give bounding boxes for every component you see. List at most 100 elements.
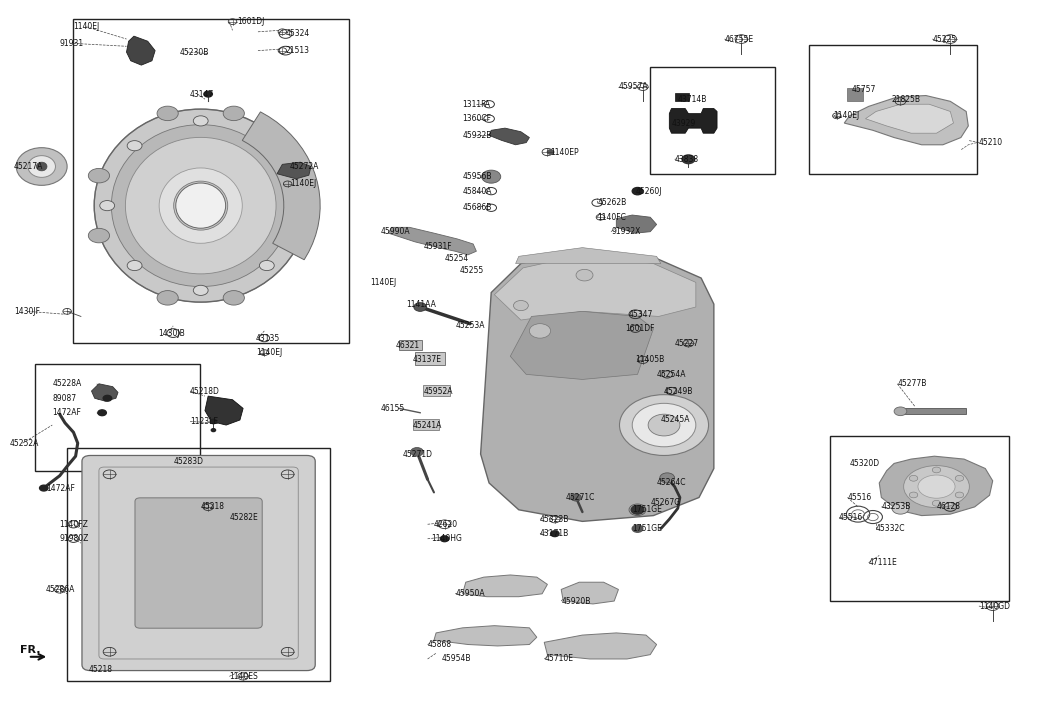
Text: 45271D: 45271D	[402, 449, 433, 459]
Text: 43135: 43135	[256, 334, 280, 342]
Ellipse shape	[918, 475, 955, 498]
Text: 45686B: 45686B	[462, 204, 492, 212]
Bar	[675, 92, 690, 101]
Text: 45272A: 45272A	[290, 162, 319, 171]
Circle shape	[932, 467, 941, 473]
Text: 45228A: 45228A	[52, 379, 82, 388]
Polygon shape	[510, 311, 654, 379]
FancyBboxPatch shape	[135, 498, 263, 628]
Text: 1601DJ: 1601DJ	[237, 17, 264, 26]
Text: 1430JB: 1430JB	[158, 329, 185, 337]
Text: 1140FZ: 1140FZ	[60, 520, 88, 529]
Text: 45230B: 45230B	[180, 47, 209, 57]
Text: 1472AF: 1472AF	[46, 483, 74, 493]
Text: 1360CF: 1360CF	[462, 114, 491, 123]
Circle shape	[157, 291, 179, 305]
Text: 43171B: 43171B	[540, 529, 569, 538]
Circle shape	[482, 170, 501, 183]
Text: 45516: 45516	[839, 513, 863, 521]
Polygon shape	[844, 95, 968, 145]
Bar	[399, 340, 422, 350]
Text: 45254: 45254	[444, 254, 469, 263]
Circle shape	[410, 448, 423, 457]
Bar	[415, 352, 444, 365]
Text: 45932B: 45932B	[462, 131, 492, 140]
Circle shape	[259, 140, 274, 150]
Circle shape	[88, 228, 109, 243]
Circle shape	[128, 140, 142, 150]
Text: 45241A: 45241A	[412, 420, 442, 430]
Text: 1472AF: 1472AF	[52, 409, 81, 417]
Polygon shape	[388, 228, 476, 255]
Circle shape	[204, 91, 213, 97]
Circle shape	[440, 536, 449, 542]
Bar	[830, 436, 1009, 601]
Bar	[651, 67, 775, 174]
Circle shape	[547, 150, 554, 154]
Circle shape	[576, 269, 593, 281]
Text: 46321: 46321	[395, 341, 420, 350]
Text: 46155: 46155	[381, 404, 405, 413]
Circle shape	[648, 414, 680, 436]
Text: FR.: FR.	[20, 645, 41, 654]
Text: 45254A: 45254A	[657, 370, 686, 379]
Text: 43929: 43929	[672, 119, 695, 127]
Text: 1140EJ: 1140EJ	[256, 348, 282, 357]
Circle shape	[103, 395, 112, 401]
Ellipse shape	[125, 137, 276, 274]
Text: 45260J: 45260J	[636, 187, 662, 196]
Polygon shape	[879, 457, 993, 515]
Circle shape	[892, 502, 909, 514]
Text: 43137E: 43137E	[412, 356, 442, 364]
Circle shape	[909, 475, 917, 481]
FancyBboxPatch shape	[82, 456, 316, 670]
Polygon shape	[544, 633, 657, 659]
Text: 1140EJ: 1140EJ	[290, 180, 316, 188]
Polygon shape	[494, 255, 696, 320]
Text: 45323B: 45323B	[540, 515, 570, 523]
Text: 45990A: 45990A	[381, 228, 410, 236]
Circle shape	[632, 525, 643, 532]
Text: 45952A: 45952A	[423, 387, 453, 395]
Text: 1140EJ: 1140EJ	[833, 111, 860, 120]
Text: 45516: 45516	[847, 493, 872, 502]
Bar	[412, 419, 439, 430]
Bar	[847, 88, 863, 101]
Text: 45920B: 45920B	[561, 597, 591, 606]
Text: 45217A: 45217A	[14, 162, 44, 171]
Polygon shape	[126, 36, 155, 65]
Bar	[35, 364, 200, 470]
Text: 1751GE: 1751GE	[632, 524, 662, 533]
Text: 45225: 45225	[932, 35, 957, 44]
Text: 46755E: 46755E	[725, 35, 754, 44]
Text: 45218: 45218	[88, 664, 113, 674]
Circle shape	[571, 494, 581, 501]
Circle shape	[414, 302, 426, 311]
Polygon shape	[865, 104, 954, 133]
Text: 42620: 42620	[434, 520, 458, 529]
Circle shape	[682, 155, 695, 164]
Polygon shape	[561, 582, 619, 604]
Bar	[73, 19, 349, 343]
Circle shape	[223, 106, 244, 121]
Text: 45218D: 45218D	[190, 387, 220, 395]
Polygon shape	[516, 248, 661, 264]
Text: 45950A: 45950A	[455, 590, 485, 598]
Circle shape	[632, 403, 696, 447]
Polygon shape	[277, 162, 311, 179]
Text: 45320D: 45320D	[849, 459, 880, 468]
Circle shape	[631, 505, 644, 514]
Text: 45324: 45324	[286, 30, 309, 39]
Text: 1141AA: 1141AA	[406, 300, 436, 309]
Text: 45757: 45757	[851, 85, 876, 95]
Circle shape	[98, 410, 106, 416]
Text: 45249B: 45249B	[664, 387, 693, 395]
Polygon shape	[205, 396, 243, 425]
Text: 45956B: 45956B	[462, 172, 492, 181]
Text: 1311FA: 1311FA	[462, 100, 491, 109]
Ellipse shape	[112, 124, 290, 286]
Text: 11405B: 11405B	[636, 356, 664, 364]
Circle shape	[513, 300, 528, 310]
Text: 1140EJ: 1140EJ	[73, 23, 100, 31]
Circle shape	[956, 475, 964, 481]
